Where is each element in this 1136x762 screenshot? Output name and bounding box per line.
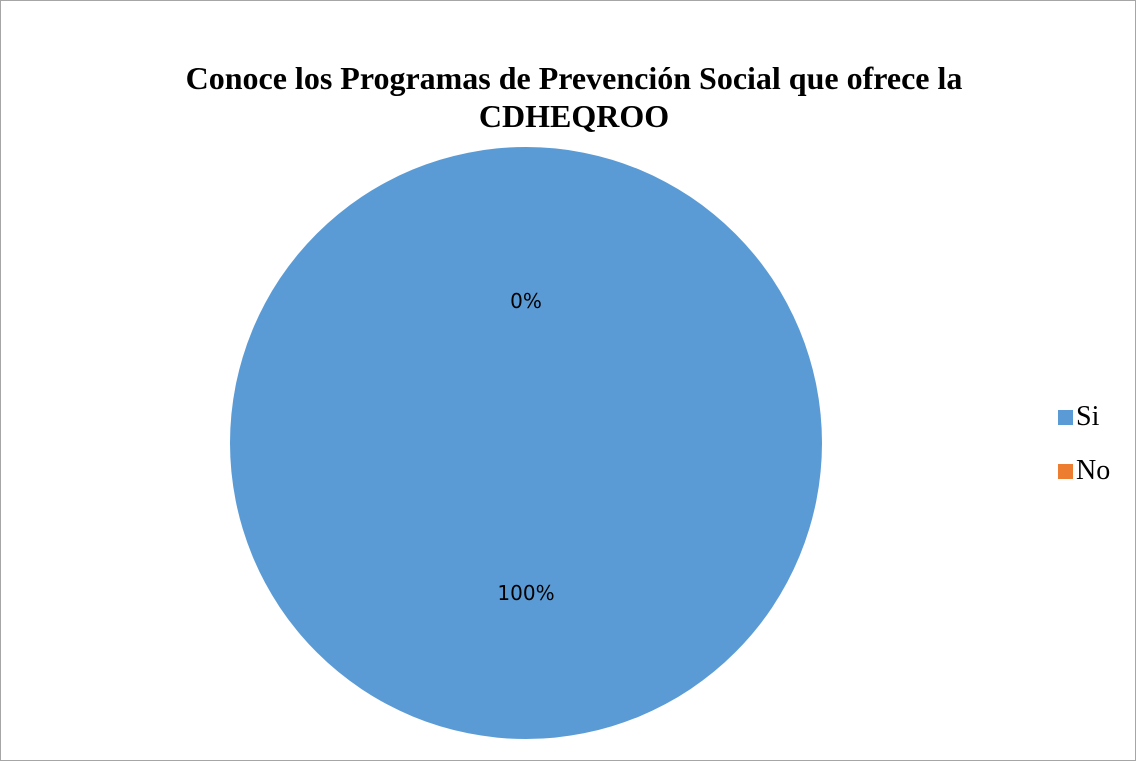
legend-label-no: No — [1076, 455, 1111, 486]
legend-swatch-no — [1058, 463, 1073, 479]
chart-title: Conoce los Programas de Prevención Socia… — [185, 60, 963, 134]
data-label-si: 100% — [497, 581, 554, 605]
legend-label-si: Si — [1076, 401, 1100, 432]
pie-slice-si — [230, 147, 822, 739]
data-label-no: 0% — [510, 289, 542, 313]
legend-item-si: Si — [1058, 399, 1110, 435]
legend-swatch-si — [1058, 409, 1073, 425]
legend: Si No — [1058, 399, 1110, 507]
legend-item-no: No — [1058, 453, 1110, 489]
